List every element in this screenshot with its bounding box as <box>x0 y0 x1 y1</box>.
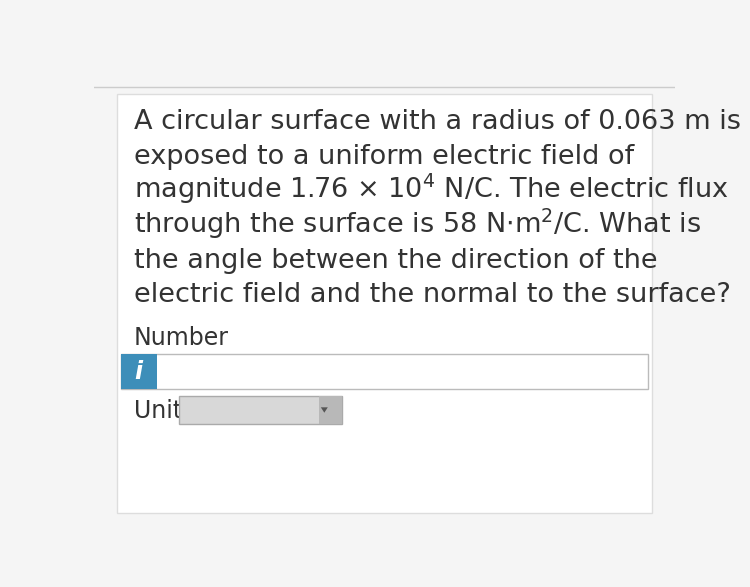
FancyBboxPatch shape <box>179 396 342 424</box>
Text: the angle between the direction of the: the angle between the direction of the <box>134 248 658 274</box>
Text: A circular surface with a radius of 0.063 m is: A circular surface with a radius of 0.06… <box>134 109 741 135</box>
FancyBboxPatch shape <box>121 354 648 389</box>
FancyBboxPatch shape <box>121 354 157 389</box>
FancyBboxPatch shape <box>319 396 342 424</box>
Text: exposed to a uniform electric field of: exposed to a uniform electric field of <box>134 144 634 170</box>
Text: Current Attempt in Progress: Current Attempt in Progress <box>217 49 552 69</box>
Text: electric field and the normal to the surface?: electric field and the normal to the sur… <box>134 282 731 308</box>
Text: Number: Number <box>134 326 229 350</box>
FancyBboxPatch shape <box>117 93 652 513</box>
Text: i: i <box>135 359 142 383</box>
Text: through the surface is 58 N$\cdot$m$^2$/C. What is: through the surface is 58 N$\cdot$m$^2$/… <box>134 207 701 241</box>
Text: Units: Units <box>134 399 195 423</box>
Text: magnitude 1.76 $\times$ 10$^4$ N/C. The electric flux: magnitude 1.76 $\times$ 10$^4$ N/C. The … <box>134 172 729 206</box>
Polygon shape <box>321 407 328 413</box>
